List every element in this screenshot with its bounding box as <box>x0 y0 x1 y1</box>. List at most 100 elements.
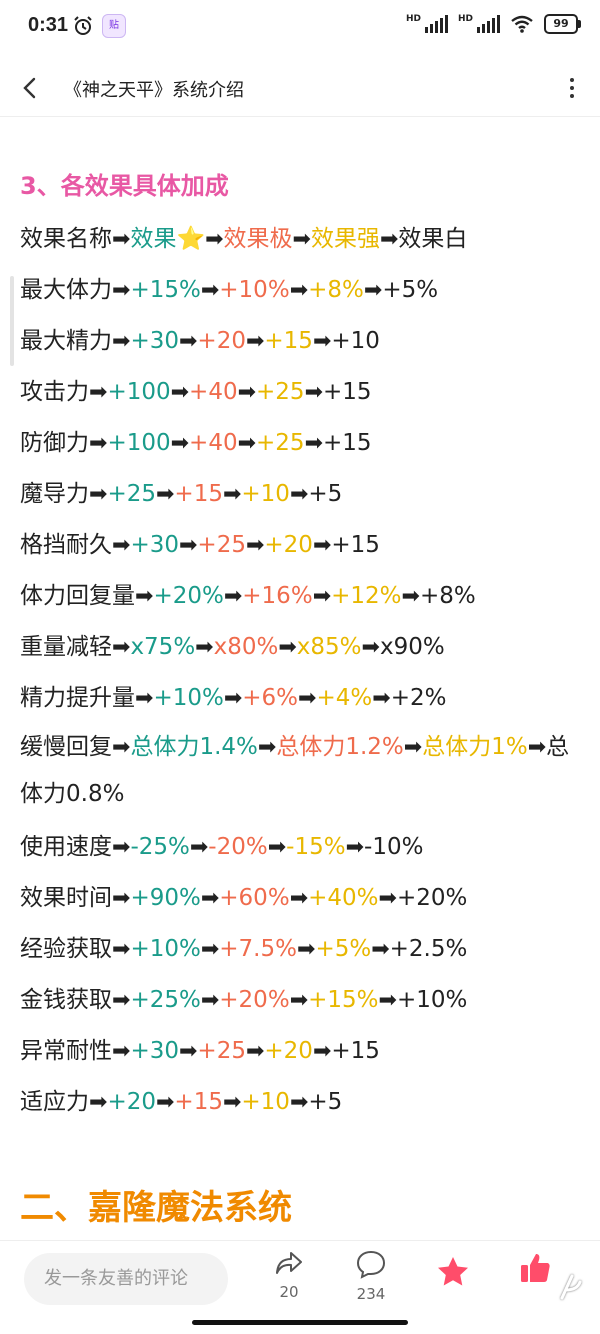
arrow-right-icon: ➡ <box>170 380 190 405</box>
comment-button[interactable]: 234 <box>341 1249 401 1303</box>
arrow-right-icon: ➡ <box>89 1090 108 1115</box>
comment-input[interactable]: 发一条友善的评论 <box>24 1253 228 1305</box>
tier-4-value: 效果白 <box>398 226 468 252</box>
tier-1-value: +30 <box>130 1038 179 1064</box>
scrollbar[interactable] <box>10 276 14 366</box>
wifi-icon <box>511 15 533 33</box>
share-button[interactable]: 20 <box>259 1249 319 1301</box>
tier-4-value: +5 <box>308 481 343 507</box>
arrow-right-icon: ➡ <box>245 329 265 354</box>
arrow-right-icon: ➡ <box>112 988 131 1013</box>
arrow-right-icon: ➡ <box>89 431 108 456</box>
tier-1-value: +10% <box>130 936 201 962</box>
thumbs-up-icon <box>521 1254 550 1282</box>
effect-row: 体力回复量➡+20%➡+16%➡+12%➡+8% <box>20 571 590 622</box>
effect-row: 使用速度➡-25%➡-20%➡-15%➡-10% <box>20 822 590 873</box>
article-content: 3、各效果具体加成 效果名称➡效果⭐➡效果极➡效果强➡效果白 最大体力➡+15%➡… <box>20 164 590 1128</box>
effects-list: 效果名称➡效果⭐➡效果极➡效果强➡效果白 最大体力➡+15%➡+10%➡+8%➡+… <box>20 214 590 1128</box>
effect-row: 重量减轻➡x75%➡x80%➡x85%➡x90% <box>20 622 590 673</box>
signal-icon: HD <box>406 15 448 33</box>
arrow-right-icon: ➡ <box>178 533 198 558</box>
tier-3-value: +4% <box>316 685 373 711</box>
arrow-right-icon: ➡ <box>378 988 397 1013</box>
arrow-right-icon: ➡ <box>245 533 265 558</box>
arrow-right-icon: ➡ <box>222 1090 242 1115</box>
effect-name: 重量减轻 <box>20 634 112 660</box>
tier-1-value: +20 <box>107 1089 156 1115</box>
tier-2-value: +10% <box>219 277 290 303</box>
tier-1-value: +100 <box>107 430 171 456</box>
arrow-right-icon: ➡ <box>297 937 316 962</box>
tier-4-value: +20% <box>396 885 468 911</box>
arrow-right-icon: ➡ <box>292 227 311 252</box>
effect-name: 效果时间 <box>20 885 112 911</box>
arrow-right-icon: ➡ <box>112 1039 131 1064</box>
tier-1-value: +15% <box>130 277 201 303</box>
favorite-button[interactable] <box>423 1255 483 1291</box>
tier-3-value: 总体力1% <box>422 734 528 760</box>
arrow-right-icon: ➡ <box>361 635 380 660</box>
effect-row: 效果时间➡+90%➡+60%➡+40%➡+20% <box>20 873 590 924</box>
arrow-right-icon: ➡ <box>112 533 131 558</box>
tier-1-value: +25% <box>130 987 201 1013</box>
tier-4-value: +2.5% <box>389 936 468 962</box>
tier-2-value: x80% <box>213 634 279 660</box>
arrow-right-icon: ➡ <box>112 278 131 303</box>
effect-row: 防御力➡+100➡+40➡+25➡+15 <box>20 418 590 469</box>
tier-3-value: x85% <box>296 634 362 660</box>
arrow-right-icon: ➡ <box>298 686 317 711</box>
page-title: 《神之天平》系统介绍 <box>64 80 244 101</box>
tier-1-value: x75% <box>130 634 196 660</box>
effect-row: 效果名称➡效果⭐➡效果极➡效果强➡效果白 <box>20 214 590 265</box>
tier-2-value: 总体力1.2% <box>276 734 404 760</box>
effect-name: 精力提升量 <box>20 685 135 711</box>
back-button[interactable] <box>12 70 48 106</box>
tier-2-value: +16% <box>242 583 313 609</box>
arrow-right-icon: ➡ <box>278 635 297 660</box>
tier-2-value: +20 <box>197 328 246 354</box>
arrow-right-icon: ➡ <box>200 937 220 962</box>
arrow-right-icon: ➡ <box>195 635 214 660</box>
arrow-right-icon: ➡ <box>155 1090 175 1115</box>
tier-1-value: +30 <box>130 532 179 558</box>
like-button[interactable] <box>505 1251 565 1289</box>
tier-2-value: +60% <box>219 885 290 911</box>
arrow-right-icon: ➡ <box>112 835 131 860</box>
status-right-icons: HD HD 99 <box>406 14 581 34</box>
effect-name: 缓慢回复 <box>20 734 112 760</box>
effect-row: 格挡耐久➡+30➡+25➡+20➡+15 <box>20 520 590 571</box>
arrow-right-icon: ➡ <box>371 937 390 962</box>
tier-2-value: +15 <box>174 1089 223 1115</box>
tier-3-value: +25 <box>256 379 305 405</box>
effect-name: 使用速度 <box>20 834 112 860</box>
share-count: 20 <box>279 1283 299 1301</box>
arrow-right-icon: ➡ <box>205 227 224 252</box>
arrow-right-icon: ➡ <box>222 482 242 507</box>
back-arrow-icon <box>23 77 36 99</box>
arrow-right-icon: ➡ <box>312 533 332 558</box>
arrow-right-icon: ➡ <box>200 988 220 1013</box>
effect-row: 适应力➡+20➡+15➡+10➡+5 <box>20 1077 590 1128</box>
tier-3-value: +20 <box>264 1038 313 1064</box>
effect-name: 攻击力 <box>20 379 89 405</box>
arrow-right-icon: ➡ <box>312 1039 332 1064</box>
tier-1-value: 效果 <box>130 226 177 252</box>
top-navigation-bar: 《神之天平》系统介绍 <box>0 60 600 117</box>
hd-label: HD <box>405 14 421 24</box>
tier-2-value: +20% <box>219 987 290 1013</box>
more-options-button[interactable] <box>558 72 586 104</box>
effect-row: 攻击力➡+100➡+40➡+25➡+15 <box>20 367 590 418</box>
arrow-right-icon: ➡ <box>178 329 198 354</box>
arrow-right-icon: ➡ <box>155 482 175 507</box>
effect-row: 最大精力➡+30➡+20➡+15➡+10 <box>20 316 590 367</box>
tier-1-value: +25 <box>107 481 156 507</box>
app-notification-icon: 贴 <box>102 14 126 38</box>
arrow-right-icon: ➡ <box>312 329 332 354</box>
arrow-right-icon: ➡ <box>363 278 383 303</box>
arrow-right-icon: ➡ <box>304 380 324 405</box>
tier-3-value: +25 <box>256 430 305 456</box>
arrow-right-icon: ➡ <box>112 635 131 660</box>
arrow-right-icon: ➡ <box>112 735 131 760</box>
status-time: 0:31 <box>28 14 69 36</box>
tier-4-value: +15 <box>323 430 372 456</box>
